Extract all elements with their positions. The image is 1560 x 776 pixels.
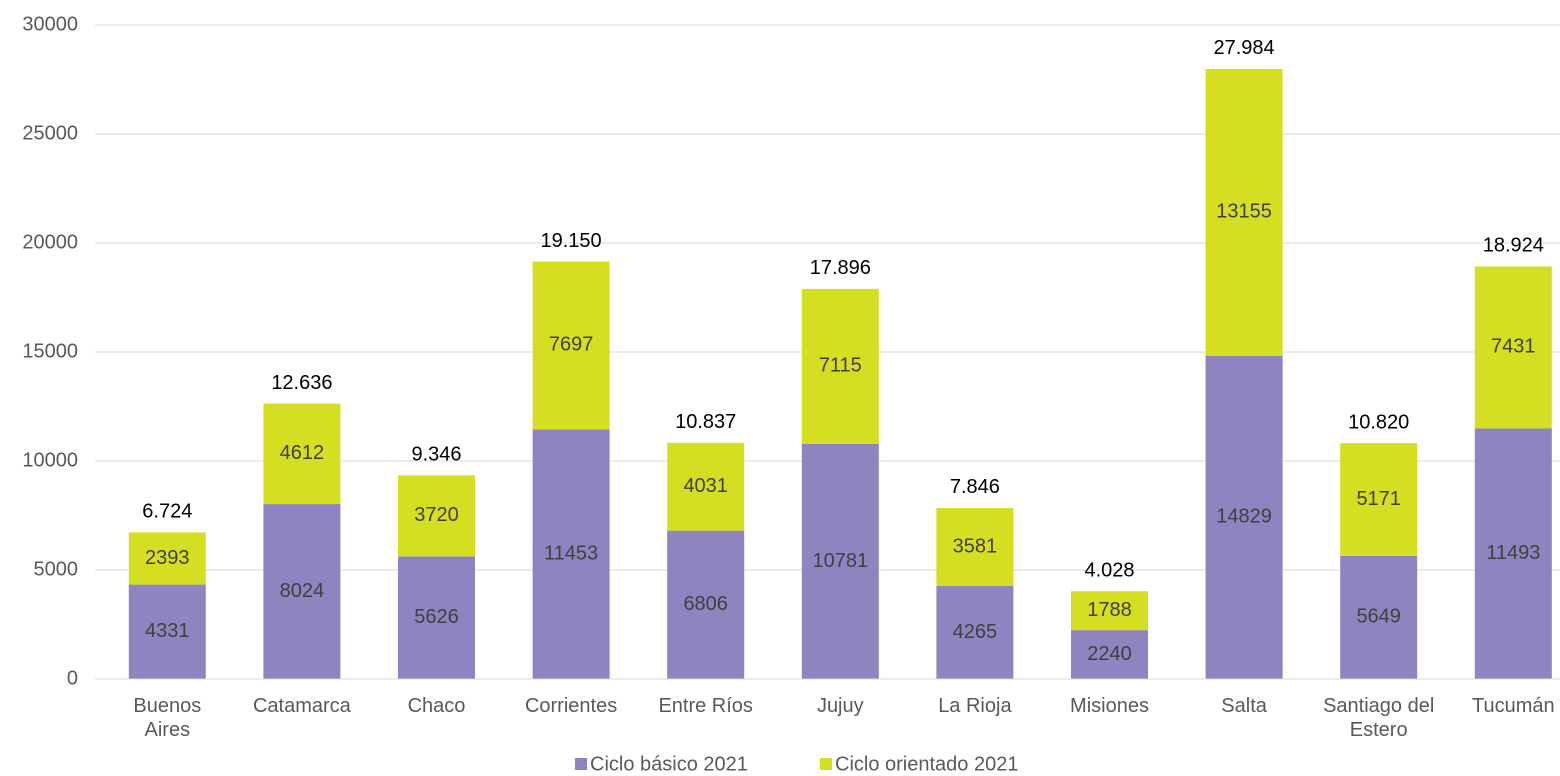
legend-swatch xyxy=(575,758,587,770)
value-label: 11453 xyxy=(544,542,598,564)
value-label: 2393 xyxy=(145,547,190,569)
x-tick-label: Jujuy xyxy=(816,695,864,717)
bar-segment xyxy=(801,288,879,444)
value-label: 13155 xyxy=(1216,201,1272,223)
total-label: 17.896 xyxy=(810,257,871,279)
x-tick-label: Salta xyxy=(1221,695,1267,717)
bar-segment xyxy=(532,429,610,679)
bar-segment xyxy=(936,586,1014,679)
x-tick-label: Buenos Aires xyxy=(133,695,202,741)
legend-swatch xyxy=(820,758,832,770)
value-label: 4612 xyxy=(280,442,325,464)
total-label: 9.346 xyxy=(411,444,461,466)
total-label: 4.028 xyxy=(1084,559,1134,581)
value-label: 11493 xyxy=(1486,542,1540,564)
bar-segment xyxy=(1340,443,1418,556)
value-label: 3720 xyxy=(414,504,459,526)
bar-segment xyxy=(1071,591,1148,631)
value-label: 5649 xyxy=(1356,606,1401,628)
bar-segment xyxy=(398,475,475,557)
bar-segment xyxy=(128,584,206,679)
x-tick-label: Santiago del Estero xyxy=(1323,695,1435,741)
value-label: 4031 xyxy=(683,475,728,497)
value-label: 3581 xyxy=(953,535,998,557)
y-tick-label: 15000 xyxy=(22,340,78,362)
value-label: 5171 xyxy=(1356,488,1401,510)
total-label: 6.724 xyxy=(142,501,192,523)
y-tick-label: 25000 xyxy=(22,122,78,144)
bar-segment xyxy=(1071,630,1148,679)
total-label: 18.924 xyxy=(1483,235,1544,257)
bar-segment xyxy=(532,261,610,430)
bar-segment xyxy=(1205,68,1283,356)
value-label: 5626 xyxy=(414,606,459,628)
total-label: 10.820 xyxy=(1348,411,1409,433)
y-tick-label: 20000 xyxy=(22,231,78,253)
value-label: 2240 xyxy=(1087,643,1132,665)
value-label: 8024 xyxy=(280,580,325,602)
bar-segment xyxy=(667,442,745,531)
value-label: 7115 xyxy=(819,355,862,377)
legend-label: Ciclo básico 2021 xyxy=(590,753,748,775)
value-label: 10781 xyxy=(812,550,868,572)
total-label: 10.837 xyxy=(675,411,736,433)
bar-segment xyxy=(1205,355,1283,679)
value-label: 1788 xyxy=(1087,599,1132,621)
x-tick-label: Corrientes xyxy=(524,695,618,717)
x-tick-label: Tucumán xyxy=(1471,695,1555,717)
value-label: 4265 xyxy=(953,621,998,643)
total-label: 27.984 xyxy=(1214,37,1275,59)
legend-label: Ciclo orientado 2021 xyxy=(835,753,1018,775)
value-label: 7697 xyxy=(549,334,594,356)
x-tick-label: Catamarca xyxy=(252,695,351,717)
y-tick-label: 10000 xyxy=(22,449,78,471)
total-label: 19.150 xyxy=(541,230,602,252)
total-label: 7.846 xyxy=(950,476,1000,498)
value-label: 7431 xyxy=(1491,336,1536,358)
value-label: 6806 xyxy=(683,593,728,615)
bar-segment xyxy=(936,507,1014,587)
y-tick-label: 5000 xyxy=(34,558,79,580)
bar-segment xyxy=(263,403,341,505)
value-label: 14829 xyxy=(1216,506,1272,528)
y-tick-label: 0 xyxy=(67,667,78,689)
value-label: 4331 xyxy=(145,620,190,642)
x-tick-label: Chaco xyxy=(407,695,466,717)
bar-segment xyxy=(667,530,745,679)
y-tick-label: 30000 xyxy=(22,13,78,35)
bar-segment xyxy=(1474,266,1552,429)
bar-segment xyxy=(1340,555,1418,679)
x-tick-label: La Rioja xyxy=(938,695,1012,717)
bar-segment xyxy=(1474,428,1552,679)
x-tick-label: Entre Ríos xyxy=(658,695,753,717)
x-tick-label: Misiones xyxy=(1070,695,1149,717)
bar-segment xyxy=(263,504,341,679)
total-label: 12.636 xyxy=(271,372,332,394)
bar-segment xyxy=(398,556,475,679)
bar-segment xyxy=(128,532,206,585)
bar-segment xyxy=(801,443,879,679)
